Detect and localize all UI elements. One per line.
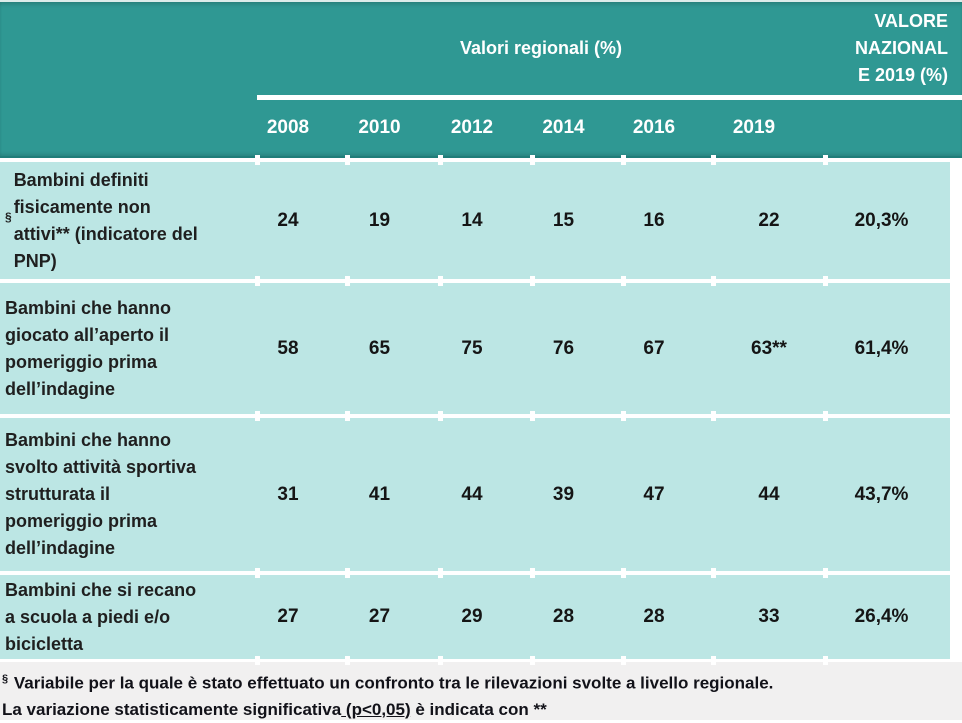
year-column-2008: 2008: [266, 117, 310, 138]
value-2014: 28: [552, 606, 575, 627]
value-2016: 28: [643, 606, 665, 627]
value-2016: 67: [643, 337, 665, 359]
header-top-row: Valori regionali (%) VALORE NAZIONAL E 2…: [0, 2, 950, 95]
row-separator: [0, 276, 950, 286]
value-2016: 47: [643, 483, 665, 505]
value-2010: 27: [368, 606, 391, 627]
row-separator: [0, 411, 950, 421]
year-column-2010: 2010: [358, 117, 401, 138]
value-2019: 44: [758, 483, 780, 505]
national-value-title: VALORE NAZIONAL E 2019 (%): [855, 11, 948, 85]
table-row: Bambini che hanno svolto attività sporti…: [0, 418, 950, 571]
year-column-2019: 2019: [732, 117, 776, 138]
value-2012: 75: [461, 337, 483, 359]
significance-threshold: (p<0,05): [341, 699, 411, 719]
value-national: 43,7%: [854, 483, 909, 505]
row-separator: [0, 568, 950, 578]
indicator-label: § Bambini definiti fisicamente non attivi…: [5, 169, 198, 271]
row-separator: [0, 155, 950, 165]
year-column-2012: 2012: [450, 117, 494, 138]
value-2008: 24: [277, 209, 299, 231]
table-row: § Bambini definiti fisicamente non attivi…: [0, 162, 950, 279]
value-2014: 39: [552, 483, 575, 505]
value-2008: 31: [277, 483, 299, 505]
value-national: 26,4%: [854, 606, 909, 627]
year-header-row: 2008 2010 2012 2014 2016 2019: [0, 100, 950, 156]
value-2019: 22: [758, 209, 780, 231]
value-national: 20,3%: [854, 209, 909, 231]
footnote-line-2: La variazione statisticamente significat…: [2, 699, 547, 719]
value-2014: 15: [552, 209, 575, 231]
value-national: 61,4%: [854, 337, 909, 359]
footnote-marker: §: [5, 210, 12, 224]
table-header: Valori regionali (%) VALORE NAZIONAL E 2…: [0, 2, 962, 158]
indicator-label: Bambini che hanno giocato all’aperto il …: [5, 297, 172, 399]
value-2019: 33: [758, 606, 780, 627]
value-2012: 14: [461, 209, 483, 231]
value-2012: 29: [461, 606, 483, 627]
year-column-2016: 2016: [632, 117, 676, 138]
value-2019: 63**: [751, 337, 787, 359]
header-divider-line: [257, 95, 962, 100]
table-row: Bambini che hanno giocato all’aperto il …: [0, 283, 950, 414]
value-2014: 76: [552, 337, 575, 359]
year-column-2014: 2014: [542, 117, 585, 138]
table-row: Bambini che si recano a scuola a piedi e…: [0, 575, 950, 659]
row-separator: [0, 656, 950, 665]
table-footnotes: § Variabile per la quale è stato effettu…: [0, 662, 962, 720]
value-2012: 44: [461, 483, 483, 505]
footnote-marker: §: [2, 673, 9, 685]
value-2010: 65: [368, 337, 391, 359]
indicator-label: Bambini che si recano a scuola a piedi e…: [5, 579, 197, 654]
regional-values-title: Valori regionali (%): [459, 38, 623, 58]
value-2008: 27: [277, 606, 299, 627]
value-2008: 58: [277, 337, 299, 359]
value-2016: 16: [643, 209, 665, 231]
value-2010: 41: [368, 483, 391, 505]
value-2010: 19: [368, 209, 391, 231]
indicator-label: Bambini che hanno svolto attività sporti…: [5, 430, 197, 558]
footnote-line-1: § Variabile per la quale è stato effettu…: [2, 673, 774, 693]
